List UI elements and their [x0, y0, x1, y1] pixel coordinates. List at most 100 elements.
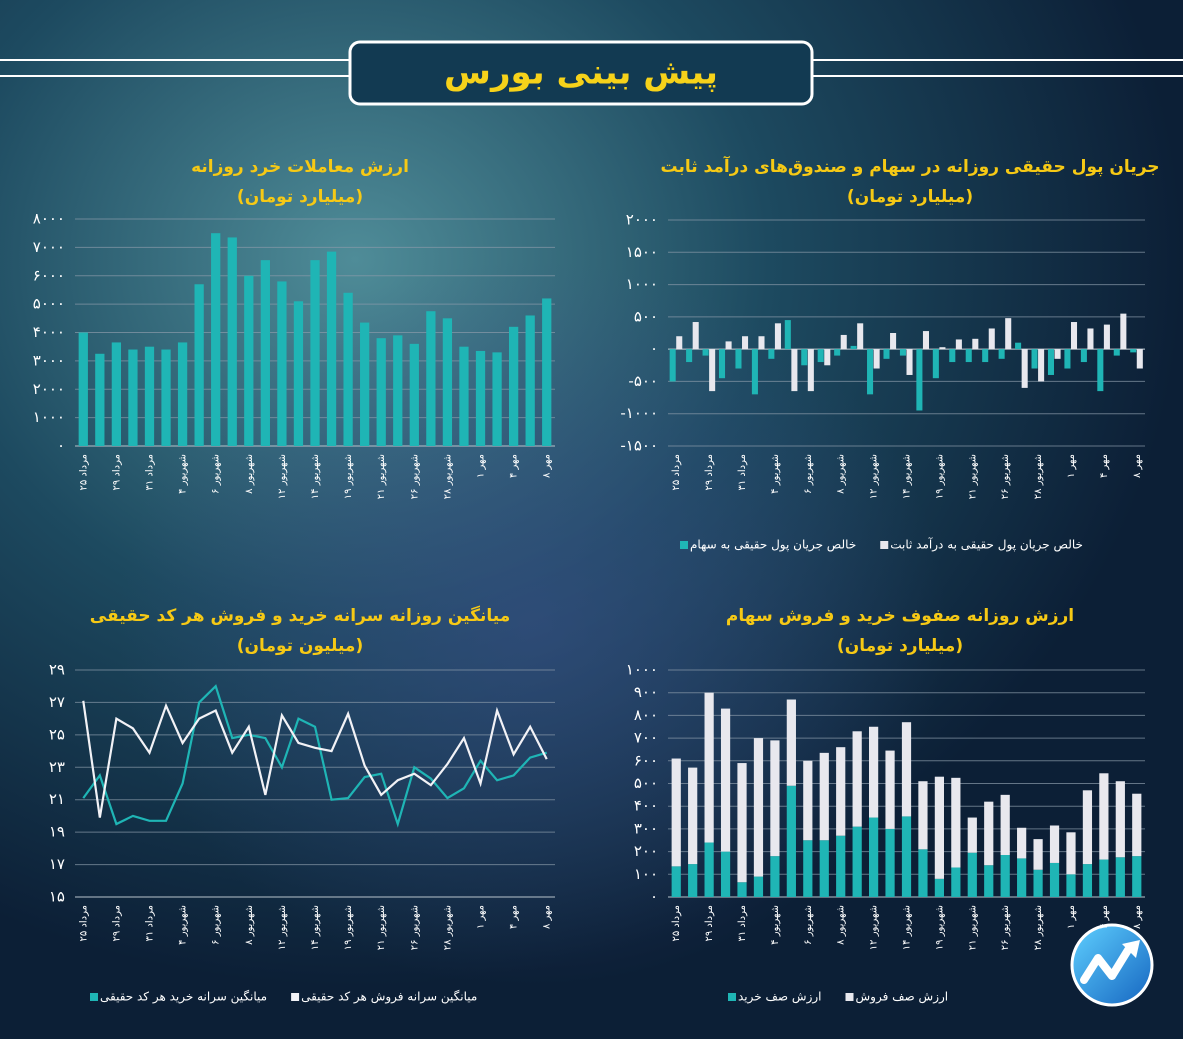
- y-tick-label: -۵۰۰: [628, 372, 658, 390]
- legend-label: ارزش صف خرید: [738, 990, 822, 1005]
- bar: [836, 835, 846, 897]
- bar: [293, 301, 304, 446]
- bar: [791, 349, 798, 392]
- x-tick-label: ۲۵ مرداد: [78, 454, 89, 490]
- y-tick-label: ۲۰۰: [634, 842, 658, 860]
- bar: [939, 347, 946, 350]
- y-tick-label: -۱۵۰۰: [620, 437, 658, 455]
- bar: [720, 708, 731, 852]
- bar: [784, 320, 791, 350]
- bar: [901, 722, 912, 817]
- y-tick-label: ۱۹: [49, 823, 65, 841]
- bar: [718, 349, 726, 379]
- bar: [850, 345, 857, 350]
- bar: [885, 750, 895, 829]
- bar: [671, 758, 681, 867]
- bar: [758, 336, 765, 350]
- bar: [1113, 349, 1120, 356]
- x-tick-label: ۱۲ شهریور: [277, 905, 288, 950]
- bar: [786, 699, 796, 786]
- x-tick-label: ۲۶ شهریور: [409, 454, 420, 499]
- bar: [868, 726, 879, 818]
- bar: [899, 349, 906, 356]
- bar: [955, 339, 962, 350]
- x-tick-label: ۳۱ مرداد: [144, 905, 155, 941]
- x-tick-label: ۴ مهر: [509, 454, 520, 478]
- x-tick-label: ۱ مهر: [476, 454, 487, 478]
- bar: [277, 281, 287, 446]
- x-tick-label: ۱ مهر: [1066, 905, 1077, 929]
- y-tick-label: ۱۵۰۰: [626, 243, 658, 261]
- bar: [1064, 349, 1071, 369]
- bar: [918, 849, 928, 897]
- title-rules: [0, 59, 1183, 77]
- bar: [988, 328, 995, 350]
- bar: [918, 781, 928, 850]
- bar: [885, 828, 895, 897]
- legend-label: خالص جریان پول حقیقی به سهام: [690, 538, 856, 553]
- bar: [78, 332, 88, 446]
- y-tick-label: ۴۰۰: [634, 797, 658, 815]
- bar: [227, 237, 237, 446]
- line: [82, 684, 548, 828]
- legend-swatch: [845, 993, 854, 1001]
- x-tick-label: ۲۵ مرداد: [78, 905, 89, 941]
- bar: [803, 760, 813, 841]
- bar: [1066, 874, 1076, 897]
- x-tick-label: ۲۹ مرداد: [111, 454, 122, 490]
- x-tick-label: ۱ مهر: [476, 905, 487, 929]
- bar: [951, 867, 961, 897]
- y-tick-label: ۹۰۰: [634, 683, 658, 701]
- bar: [688, 864, 698, 897]
- bar: [1099, 859, 1109, 897]
- bar: [1049, 825, 1060, 863]
- x-tick-label: ۱۴ شهریور: [902, 454, 913, 499]
- x-tick-label: ۲۵ مرداد: [671, 905, 682, 941]
- bar: [1082, 864, 1093, 897]
- bar: [1033, 839, 1043, 870]
- bar: [1130, 349, 1137, 353]
- bar: [932, 349, 939, 379]
- bar: [1000, 794, 1010, 856]
- y-tick-label: ۷۰۰۰: [33, 238, 65, 256]
- bar: [901, 816, 912, 897]
- chart-subtitle: (میلیارد تومان): [837, 636, 963, 656]
- bar: [1082, 790, 1093, 865]
- y-tick-label: -۱۰۰۰: [620, 404, 658, 422]
- y-tick-label: ۴۰۰۰: [33, 323, 65, 341]
- bar: [1103, 324, 1110, 350]
- bar: [770, 740, 780, 857]
- bar: [770, 856, 780, 897]
- bar: [1049, 862, 1060, 897]
- y-tick-label: ۸۰۰۰: [33, 210, 65, 228]
- x-tick-label: ۶ شهریور: [803, 454, 814, 494]
- bar: [834, 349, 841, 356]
- bar: [95, 353, 105, 446]
- y-tick-label: ۱۰۰۰: [626, 275, 658, 293]
- bar: [873, 349, 880, 369]
- x-tick-label: ۲۶ شهریور: [1000, 905, 1011, 950]
- x-tick-label: ۲۱ شهریور: [967, 905, 978, 950]
- bar: [475, 350, 486, 446]
- bar: [922, 331, 930, 350]
- bar: [161, 349, 171, 446]
- legend-swatch: [680, 541, 688, 549]
- bar: [934, 878, 945, 897]
- x-tick-label: ۱۹ شهریور: [934, 905, 945, 950]
- bar: [1087, 328, 1094, 350]
- bar: [786, 785, 796, 897]
- bar: [852, 826, 862, 897]
- x-tick-label: ۱۴ شهریور: [310, 454, 321, 499]
- bar: [343, 292, 353, 446]
- bar: [260, 260, 270, 446]
- bar: [1120, 313, 1127, 350]
- logo: [1070, 923, 1154, 1007]
- bar: [720, 851, 731, 897]
- bar: [737, 763, 747, 883]
- bar: [840, 334, 847, 350]
- bar: [669, 349, 676, 382]
- y-tick-label: ۱۷: [49, 855, 65, 873]
- x-tick-label: ۸ مهر: [542, 454, 553, 478]
- x-tick-label: ۳۱ مرداد: [144, 454, 155, 490]
- bar: [951, 777, 961, 868]
